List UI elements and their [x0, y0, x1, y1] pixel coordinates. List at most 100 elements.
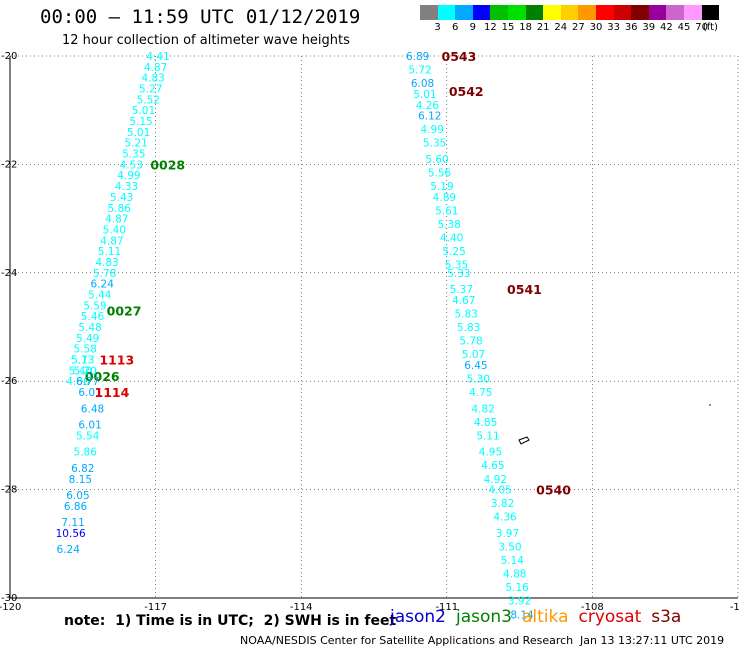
- swh-value: 6.01: [78, 420, 101, 432]
- swh-value: 6.45: [464, 360, 487, 372]
- swh-value: 3.92: [508, 596, 531, 608]
- swh-value: 8.14: [510, 609, 534, 621]
- legend-label: 36: [624, 22, 638, 33]
- swh-value: 5.48: [78, 322, 101, 334]
- swh-value: 5.14: [501, 555, 525, 567]
- legend-swatch: [666, 5, 684, 20]
- swh-value: 5.49: [76, 333, 99, 345]
- swh-value: 5.58: [74, 344, 97, 356]
- swh-value: 4.65: [481, 460, 504, 472]
- pass-time-label: 0541: [507, 282, 542, 297]
- swh-value: 4.05: [488, 485, 511, 497]
- swh-value: 5.52: [137, 94, 160, 106]
- swh-value: 5.19: [430, 181, 453, 193]
- satellite-legend: jason2 jason3 altika cryosat s3a: [390, 607, 681, 627]
- swh-value: 5.54: [76, 430, 100, 442]
- swh-value: 4.89: [433, 192, 456, 204]
- swh-value: 4.40: [440, 233, 463, 245]
- pass-time-label: 0542: [449, 84, 484, 99]
- legend-swatch: [683, 5, 702, 20]
- swh-value: 5.01: [127, 127, 150, 139]
- legend-swatch: [701, 5, 720, 20]
- swh-value: 4.88: [503, 569, 526, 581]
- swh-value: 4.82: [472, 403, 495, 415]
- swh-value: 4.83: [95, 257, 118, 269]
- swh-value: 5.59: [83, 300, 106, 312]
- swh-value: 5.56: [428, 168, 452, 180]
- legend-label: 12: [484, 22, 497, 33]
- swh-value: 7.11: [61, 517, 84, 529]
- swh-value: 5.11: [476, 430, 499, 442]
- swh-value: 4.95: [479, 447, 502, 459]
- swh-value: 5.15: [129, 116, 152, 128]
- swh-value: 5.35: [423, 138, 446, 150]
- swh-value: 5.01: [132, 105, 155, 117]
- swh-value: 5.44: [88, 289, 112, 301]
- pass-time-label: 0540: [536, 483, 571, 498]
- x-tick-label: -120: [0, 602, 21, 613]
- swh-value: 4.83: [141, 73, 164, 85]
- swh-value: 4.41: [146, 51, 169, 63]
- swh-value: 4.33: [115, 181, 138, 193]
- legend-swatch: [507, 5, 526, 20]
- swh-value: 4.99: [421, 124, 444, 136]
- legend-label: 27: [572, 22, 585, 33]
- swh-value: 5.30: [467, 373, 490, 385]
- swh-value: 4.53: [120, 159, 143, 171]
- y-tick-label: -24: [1, 268, 17, 279]
- legend-label: 70: [695, 22, 708, 33]
- swh-value: 4.99: [117, 170, 140, 182]
- swh-value: 6.01: [78, 387, 101, 399]
- swh-value: 6.82: [71, 463, 94, 475]
- swh-value: 5.13: [71, 355, 94, 367]
- legend-swatch: [560, 5, 579, 20]
- legend-label: (ft): [702, 22, 718, 33]
- swh-value: 4.87: [105, 214, 128, 226]
- pass-time-label: 1114: [95, 385, 130, 400]
- x-tick-label: -114: [290, 602, 313, 613]
- swh-value: 5.86: [74, 447, 98, 459]
- legend-label: 15: [501, 22, 515, 33]
- swh-value: 6.48: [81, 403, 104, 415]
- satellite-jason3: jason3: [456, 607, 512, 627]
- legend-label: 24: [554, 22, 568, 33]
- y-tick-label: -20: [1, 51, 17, 62]
- legend-label: 30: [589, 22, 603, 33]
- swh-value: 3.50: [498, 542, 521, 554]
- swh-value: 5.20: [74, 365, 97, 377]
- legend-label: 6: [452, 22, 459, 33]
- swh-value: 5.11: [98, 246, 121, 258]
- y-tick-label: -30: [1, 593, 17, 604]
- credit-line: NOAA/NESDIS Center for Satellite Applica…: [240, 634, 574, 647]
- chart-title: 00:00 – 11:59 UTC 01/12/2019: [40, 6, 361, 28]
- swh-value: 6.08: [411, 78, 434, 90]
- pass-time-label: 0543: [442, 49, 477, 64]
- swh-value: 6.24: [91, 279, 115, 291]
- x-tick-label: -117: [144, 602, 167, 613]
- swh-value: 5.78: [459, 336, 482, 348]
- chart-note: note: 1) Time is in UTC; 2) SWH is in fe…: [64, 613, 397, 629]
- legend-swatch: [613, 5, 632, 20]
- swh-value: 4.75: [469, 387, 492, 399]
- legend-label: 21: [536, 22, 550, 33]
- swh-value: 5.61: [435, 205, 458, 217]
- swh-value: 5.25: [442, 246, 465, 258]
- swh-value: 6.05: [66, 490, 89, 502]
- swh-value: 5.60: [425, 154, 448, 166]
- legend-label: 9: [469, 22, 476, 33]
- legend-swatch: [578, 5, 596, 20]
- swh-value: 5.35: [122, 149, 145, 161]
- swh-value: 5.37: [450, 284, 473, 296]
- swh-value: 5.46: [81, 311, 105, 323]
- swh-value: 10.56: [56, 528, 86, 540]
- swh-value: 6.12: [418, 111, 441, 123]
- y-tick-label: -26: [1, 376, 17, 387]
- legend-swatch: [472, 5, 491, 20]
- legend-label: 42: [660, 22, 673, 33]
- satellite-s3a: s3a: [651, 607, 682, 627]
- swh-value: 4.87: [144, 62, 167, 74]
- swh-value: 5.40: [69, 365, 92, 377]
- swh-value: 5.21: [124, 138, 147, 150]
- legend-swatch: [631, 5, 649, 20]
- swh-value: 4.26: [416, 100, 440, 112]
